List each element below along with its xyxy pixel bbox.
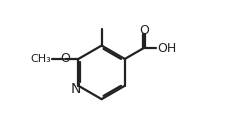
Text: N: N — [70, 82, 80, 96]
Text: O: O — [139, 24, 148, 37]
Text: OH: OH — [157, 42, 176, 55]
Text: CH₃: CH₃ — [30, 54, 51, 64]
Text: O: O — [60, 52, 70, 66]
